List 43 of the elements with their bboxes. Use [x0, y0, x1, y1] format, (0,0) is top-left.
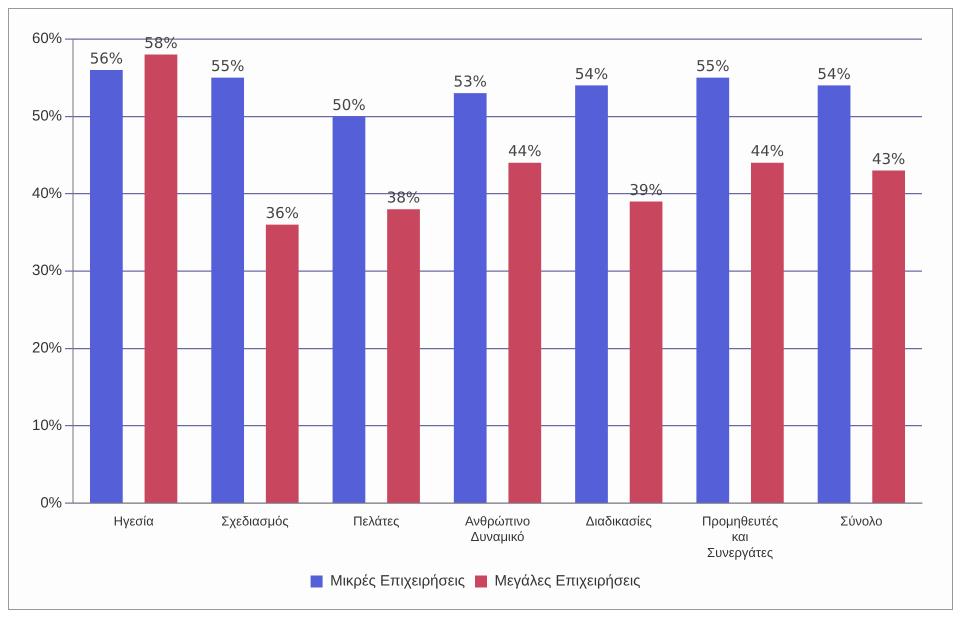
- legend-label: Μικρές Επιχειρήσεις: [330, 572, 466, 590]
- data-label: 54%: [574, 64, 608, 83]
- x-tick-label: Προμηθευτές και Συνεργάτες: [702, 514, 778, 560]
- data-label: 44%: [508, 142, 542, 160]
- bar: [508, 162, 542, 503]
- y-tick-label: 0%: [40, 494, 62, 512]
- bar: [872, 170, 906, 503]
- bar: [454, 93, 487, 503]
- bar: [750, 162, 784, 503]
- data-label: 54%: [817, 64, 851, 83]
- data-label: 50%: [332, 96, 366, 114]
- data-label: 55%: [210, 57, 244, 76]
- x-tick-label: Πελάτες: [353, 514, 400, 529]
- legend-label: Μεγάλες Επιχειρήσεις: [494, 572, 640, 590]
- bar: [90, 70, 123, 503]
- data-label: 43%: [872, 150, 906, 168]
- x-tick-label: Ηγεσία: [114, 514, 154, 529]
- bar: [630, 201, 662, 503]
- x-tick-label: Σύνολο: [840, 514, 882, 529]
- x-tick-label: Ανθρώπινο Δυναμικό: [464, 514, 530, 544]
- bar: [332, 116, 366, 503]
- data-label: 38%: [386, 188, 420, 207]
- y-tick-label: 50%: [32, 108, 62, 125]
- y-tick-label: 60%: [32, 30, 62, 48]
- bar: [266, 224, 299, 503]
- bar: [696, 78, 730, 503]
- data-label: 56%: [90, 49, 124, 68]
- data-label: 44%: [750, 142, 784, 160]
- y-tick-label: 10%: [32, 416, 62, 434]
- bar: [144, 54, 178, 503]
- x-tick-label: Διαδικασίες: [586, 514, 652, 529]
- bar: [211, 78, 244, 503]
- y-tick-label: 40%: [32, 184, 62, 202]
- bar: [818, 85, 850, 503]
- bar: [575, 85, 608, 503]
- data-label: 53%: [454, 72, 487, 91]
- data-label: 58%: [144, 34, 178, 52]
- y-tick-label: 20%: [32, 340, 62, 357]
- data-label: 55%: [696, 57, 730, 76]
- bar: [387, 209, 420, 503]
- x-tick-label: Σχεδιασμός: [221, 514, 289, 529]
- y-tick-label: 30%: [32, 262, 62, 280]
- data-label: 36%: [266, 204, 299, 222]
